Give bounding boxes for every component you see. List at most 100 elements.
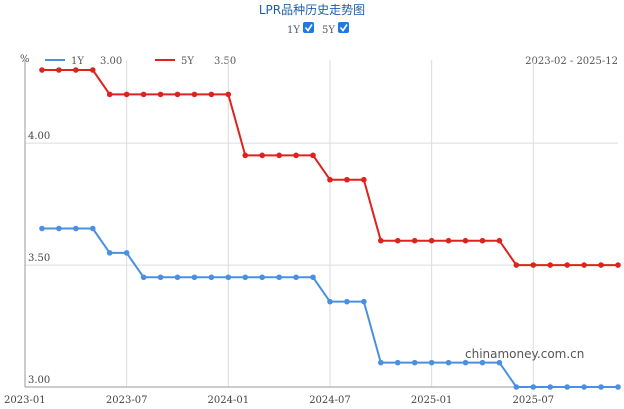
x-tick-label: 2025-01 [411, 395, 453, 406]
legend-5y-name: 5Y [181, 56, 194, 67]
series-5y-point [327, 176, 333, 183]
axes [24, 60, 618, 388]
y-tick-label: 3.50 [28, 253, 50, 264]
series-5y-point [310, 152, 316, 159]
series-5y-point [411, 237, 418, 244]
series-1y-point [157, 274, 164, 281]
series-5y-point [106, 91, 113, 98]
series-1y-point [411, 359, 418, 366]
series-1y-point [547, 384, 554, 390]
series-5y-point [56, 67, 62, 73]
series-1y-point [615, 384, 621, 390]
series-5y-point [276, 152, 282, 159]
chart-title: LPR品种历史走势图 [259, 3, 365, 17]
series-5y-point [394, 237, 401, 244]
x-tick-label: 2024-01 [208, 395, 250, 406]
series-5y-point [140, 91, 147, 98]
series-1y-point [428, 359, 435, 366]
series-1y-point [479, 359, 486, 366]
series-5y-point [293, 152, 299, 159]
toggle-5y-label: 5Y [322, 25, 335, 36]
series-toggles: 1Y 5Y [287, 22, 349, 36]
check-icon [339, 24, 348, 32]
toggle-5y[interactable]: 5Y [322, 22, 349, 36]
series-1y-point [378, 359, 384, 366]
series-5y-point [445, 237, 452, 244]
series-1y-point [327, 298, 333, 305]
series-1y-point [259, 274, 266, 281]
series-1y-point [598, 384, 604, 390]
series-5y-point [462, 237, 469, 244]
x-tick-label: 2023-07 [106, 395, 148, 406]
series-1y-point [445, 359, 452, 366]
series-5y-point [39, 67, 45, 73]
series-5y-point [89, 67, 96, 73]
toggle-1y[interactable]: 1Y [287, 22, 314, 36]
series-1y-point [530, 384, 537, 390]
watermark: chinamoney.com.cn [465, 347, 584, 361]
legend: 1Y 3.00 5Y 3.50 [45, 56, 236, 67]
series-5y-point [428, 237, 435, 244]
series-1y-point [564, 384, 570, 390]
series-1y-point [496, 359, 503, 366]
series-5y-point [242, 152, 249, 159]
y-tick-labels: 3.00 3.50 4.00 [28, 131, 50, 386]
series-5y-point [157, 91, 164, 98]
series-5y-point [378, 237, 384, 244]
x-tick-label: 2025-07 [513, 395, 555, 406]
series-1y-point [140, 274, 147, 281]
series-5y-point [123, 91, 130, 98]
series-5y-point [259, 152, 266, 159]
y-tick-label: 3.00 [28, 375, 50, 386]
series-5y-point [564, 262, 570, 268]
series-1y-point [513, 384, 520, 390]
series-1y-point [208, 274, 215, 281]
legend-5y-latest: 3.50 [214, 56, 236, 67]
series-1y-point [89, 225, 96, 232]
x-tick-label: 2024-07 [309, 395, 351, 406]
series-5y-point [513, 262, 520, 268]
series-5y-point [479, 237, 486, 244]
series-1y-point [39, 225, 45, 232]
check-icon [304, 24, 313, 32]
series-5y-point [225, 91, 232, 98]
series-5y-point [361, 176, 367, 183]
series-1y-point [56, 225, 62, 232]
series-layer [39, 67, 621, 390]
x-tick-labels: 2023-01 2023-07 2024-01 2024-07 2025-01 2025-… [4, 395, 554, 406]
toggle-1y-checkbox[interactable] [303, 22, 314, 33]
series-5y-point [344, 176, 350, 183]
series-1y-point [73, 225, 79, 232]
series-5y-point [530, 262, 537, 268]
grid [25, 60, 618, 387]
series-5y-point [547, 262, 554, 268]
series-1y-point [242, 274, 249, 281]
series-1y-point [344, 298, 350, 305]
series-5y-point [615, 262, 621, 268]
series-1y-point [394, 359, 401, 366]
series-1y-point [123, 250, 130, 256]
series-1y-point [462, 359, 469, 366]
legend-1y-latest: 3.00 [100, 56, 122, 67]
toggle-5y-checkbox[interactable] [338, 22, 349, 33]
series-1y-point [293, 274, 299, 281]
series-5y-point [191, 91, 198, 98]
series-1y-point [361, 298, 367, 305]
y-tick-label: 4.00 [28, 131, 50, 142]
x-tick-label: 2023-01 [4, 395, 46, 406]
series-1y-point [174, 274, 181, 281]
series-1y-point [581, 384, 587, 390]
date-range: 2023-02 - 2025-12 [525, 56, 618, 67]
series-5y-point [598, 262, 604, 268]
legend-1y-name: 1Y [71, 56, 84, 67]
series-1y-point [106, 250, 113, 256]
series-1y-point [310, 274, 316, 281]
series-1y-point [276, 274, 282, 281]
series-1y-point [191, 274, 198, 281]
series-5y-point [581, 262, 587, 268]
series-5y-point [174, 91, 181, 98]
series-5y-point [208, 91, 215, 98]
unit-label: % [20, 54, 30, 65]
series-5y-point [73, 67, 79, 73]
